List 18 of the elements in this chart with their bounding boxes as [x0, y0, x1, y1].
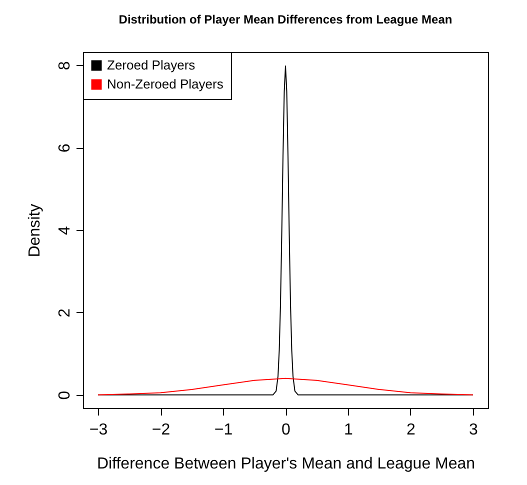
x-tick-label: −3 — [89, 422, 108, 438]
x-tick-label: 2 — [406, 422, 416, 438]
y-tick-label: 0 — [56, 390, 74, 400]
y-tick-label: 2 — [56, 308, 74, 318]
y-tick-label: 4 — [56, 226, 74, 235]
x-tick-label: 0 — [282, 422, 291, 438]
y-tick-label: 6 — [56, 144, 74, 153]
legend-label: Zeroed Players — [107, 58, 196, 72]
chart-title: Distribution of Player Mean Differences from League Mean — [118, 12, 452, 26]
x-tick-label: 3 — [469, 422, 478, 438]
x-tick-label: −1 — [214, 422, 233, 438]
line-series — [98, 378, 474, 396]
x-tick-label: −2 — [152, 422, 170, 438]
x-axis-title: Difference Between Player's Mean and League Mean — [96, 456, 476, 472]
x-tick-label: 1 — [344, 422, 354, 438]
y-tick-label: 8 — [56, 61, 74, 70]
legend-label: Non-Zeroed Players — [107, 76, 224, 92]
y-axis-title: Density — [26, 204, 44, 258]
